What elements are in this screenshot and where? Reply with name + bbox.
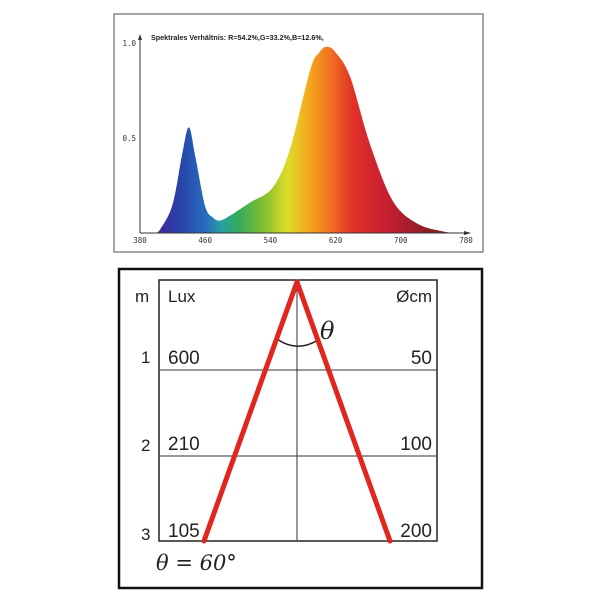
spectrum-band [353,46,356,233]
x-axis-arrow [464,231,471,235]
beam-right-edge [294,279,393,544]
spectrum-band [332,46,335,233]
distance-value: 2 [141,436,150,455]
spectrum-band [358,46,361,233]
spectrum-band [185,46,188,233]
spectrum-band [322,46,325,233]
spectrum-band [340,46,343,233]
spectrum-band [320,46,323,233]
spectrum-band [363,46,366,233]
diameter-value: 100 [400,434,432,455]
spectrum-band [327,46,330,233]
spectrum-band [356,46,359,233]
diameter-value: 50 [411,348,432,369]
angle-arc [276,338,319,347]
diameter-value: 200 [400,521,432,542]
lux-header: Lux [168,287,196,306]
diagram-frame [117,267,484,590]
spectrum-band [335,46,338,233]
x-tick-label: 700 [394,236,408,245]
spectrum-band [187,46,190,233]
x-tick-label: 620 [329,236,343,245]
spectrum-band [333,46,336,233]
spectrum-band [298,46,301,233]
spectrum-band [304,46,307,233]
spectrum-band [303,46,306,233]
spectrum-band [337,46,340,233]
y-tick-label: 1.0 [122,39,136,48]
lux-value: 105 [168,521,200,542]
spectrum-band [364,46,367,233]
spectrum-band [329,46,332,233]
spectrum-band [361,46,364,233]
spectrum-chart: Spektrales Verhältnis: R=54.2%,G=33.2%,B… [113,13,484,253]
spectrum-band [348,46,351,233]
spectrum-band [190,46,193,233]
spectrum-band [296,46,299,233]
spectrum-band [347,46,350,233]
spectrum-band [330,46,333,233]
spectrum-band [314,46,317,233]
lux-value: 600 [168,348,200,369]
spectrum-band [338,46,341,233]
beam-angle-label: θ = 60° [156,551,237,575]
spectrum-band [188,46,191,233]
distance-header: m [135,287,149,306]
spectrum-band [294,46,297,233]
spectrum-band [317,46,320,233]
spectrum-band [311,46,314,233]
spectrum-band [325,46,328,233]
x-tick-label: 460 [198,236,212,245]
spectrum-band [293,46,296,233]
distance-value: 3 [141,525,150,544]
x-tick-label: 540 [264,236,278,245]
lux-value: 210 [168,434,200,455]
theta-label: θ [320,317,335,345]
spectrum-band [319,46,322,233]
spectrum-band [360,46,363,233]
spectrum-band [345,46,348,233]
spectrum-band [299,46,302,233]
beam-left-edge [201,279,300,544]
spectrum-band [351,46,354,233]
spectrum-band [312,46,315,233]
spectrum-band [350,46,353,233]
spectrum-band [342,46,345,233]
beam-angle-diagram: θ m Lux Øcm 1 600 50 2 210 100 3 105 200… [117,267,484,590]
spectrum-band [306,46,309,233]
spectrum-band [324,46,327,233]
spectrum-band [301,46,304,233]
spectrum-band [343,46,346,233]
distance-value: 1 [141,348,150,367]
diameter-header: Øcm [396,287,432,306]
x-tick-label: 380 [133,236,147,245]
spectrum-band [316,46,319,233]
x-tick-label: 780 [459,236,473,245]
spectrum-band [184,46,187,233]
spectrum-band [355,46,358,233]
chart-title: Spektrales Verhältnis: R=54.2%,G=33.2%,B… [151,33,324,42]
y-tick-label: 0.5 [122,134,136,143]
spectrum-band [307,46,310,233]
spectrum-band [309,46,312,233]
y-axis-arrow [138,34,142,40]
spectrum-band [366,46,369,233]
